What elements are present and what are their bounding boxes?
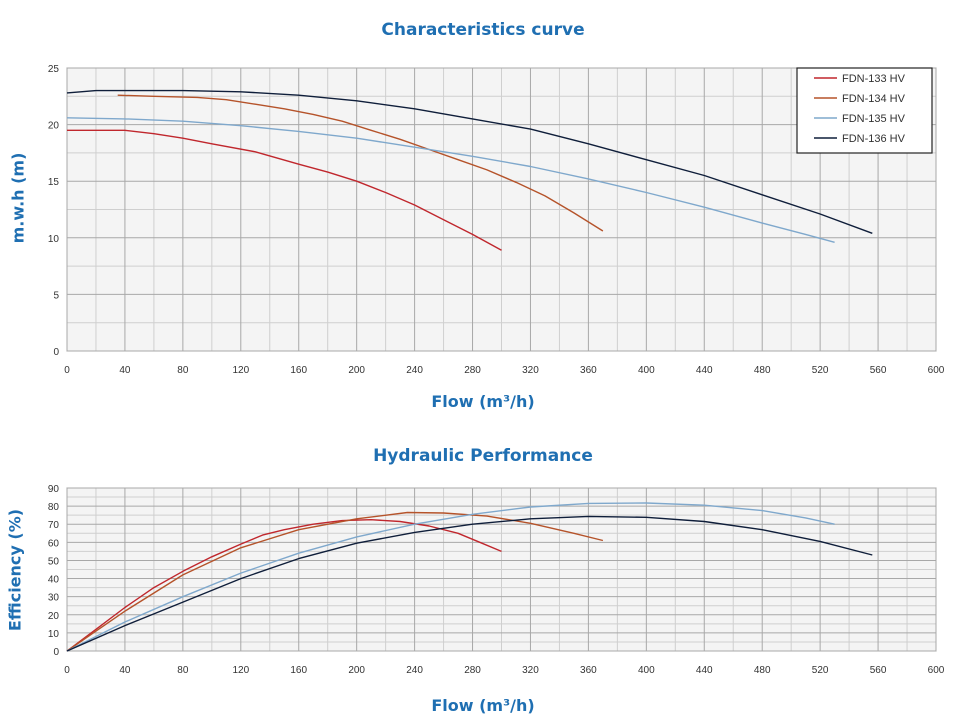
x-tick-label: 440	[696, 365, 713, 376]
x-tick-label: 200	[348, 665, 365, 676]
series-line-fdn-134-hv	[66, 511, 604, 652]
x-tick-label: 80	[177, 365, 189, 376]
x-tick-label: 400	[638, 365, 655, 376]
x-tick-label: 80	[177, 665, 189, 676]
legend-label: FDN-136 HV	[842, 133, 906, 145]
x-tick-label: 240	[406, 665, 423, 676]
x-tick-label: 320	[522, 665, 539, 676]
y-tick-label: 60	[48, 538, 60, 549]
x-tick-label: 120	[232, 665, 249, 676]
x-axis-label-flow-bottom: Flow (m³/h)	[431, 696, 535, 715]
x-tick-label: 480	[754, 365, 771, 376]
series-line-fdn-134-hv	[117, 94, 604, 232]
y-tick-label: 30	[48, 593, 60, 604]
series-line-fdn-135-hv	[66, 117, 835, 243]
legend-label: FDN-134 HV	[842, 93, 906, 105]
series-line-fdn-135-hv	[66, 502, 835, 652]
x-tick-label: 600	[928, 365, 945, 376]
x-tick-label: 160	[290, 365, 307, 376]
y-tick-label: 50	[48, 556, 60, 567]
x-tick-label: 40	[119, 665, 131, 676]
x-tick-label: 280	[464, 665, 481, 676]
y-tick-label: 70	[48, 520, 60, 531]
y-tick-label: 40	[48, 575, 60, 586]
x-tick-label: 120	[232, 365, 249, 376]
x-tick-label: 600	[928, 665, 945, 676]
x-tick-label: 280	[464, 365, 481, 376]
x-tick-label: 520	[812, 365, 829, 376]
x-tick-label: 560	[870, 665, 887, 676]
x-tick-label: 480	[754, 665, 771, 676]
y-tick-label: 0	[53, 347, 59, 358]
chart-title-characteristics: Characteristics curve	[381, 20, 585, 40]
series-line-fdn-133-hv	[67, 129, 502, 251]
x-tick-label: 320	[522, 365, 539, 376]
x-tick-label: 400	[638, 665, 655, 676]
legend-label: FDN-133 HV	[842, 73, 906, 85]
series-line-fdn-136-hv	[66, 89, 873, 234]
x-tick-label: 240	[406, 365, 423, 376]
legend: FDN-133 HV FDN-134 HV FDN-135 HV FDN-136 HV	[796, 67, 933, 154]
x-tick-label: 160	[290, 665, 307, 676]
y-tick-label: 25	[48, 64, 60, 75]
y-tick-label: 10	[48, 629, 60, 640]
x-axis-label-flow-top: Flow (m³/h)	[431, 392, 535, 411]
x-tick-label: 40	[119, 365, 131, 376]
y-tick-label: 15	[48, 177, 60, 188]
chart-title-hydraulic: Hydraulic Performance	[373, 446, 593, 466]
chart-1: 0 40 80 120 160 200 240 280 320 360 400 440 480 520 56…	[48, 64, 945, 376]
x-tick-label: 360	[580, 365, 597, 376]
y-tick-label: 0	[53, 647, 59, 658]
legend-box	[796, 67, 933, 154]
x-tick-label: 440	[696, 665, 713, 676]
y-tick-label: 90	[48, 484, 60, 495]
x-tick-label: 360	[580, 665, 597, 676]
x-tick-label: 0	[64, 665, 70, 676]
y-tick-label: 20	[48, 611, 60, 622]
y-tick-label: 20	[48, 121, 60, 132]
series-line-fdn-136-hv	[66, 515, 873, 652]
x-tick-label: 560	[870, 365, 887, 376]
x-tick-label: 0	[64, 365, 70, 376]
y-tick-label: 10	[48, 234, 60, 245]
y-tick-label: 5	[53, 290, 59, 301]
chart-2: 0 40 80 120 160 200 240 280 320 360 400 440 480 520 56…	[48, 484, 945, 676]
legend-label: FDN-135 HV	[842, 113, 906, 125]
y-tick-label: 80	[48, 502, 60, 513]
x-tick-label: 200	[348, 365, 365, 376]
x-tick-label: 520	[812, 665, 829, 676]
